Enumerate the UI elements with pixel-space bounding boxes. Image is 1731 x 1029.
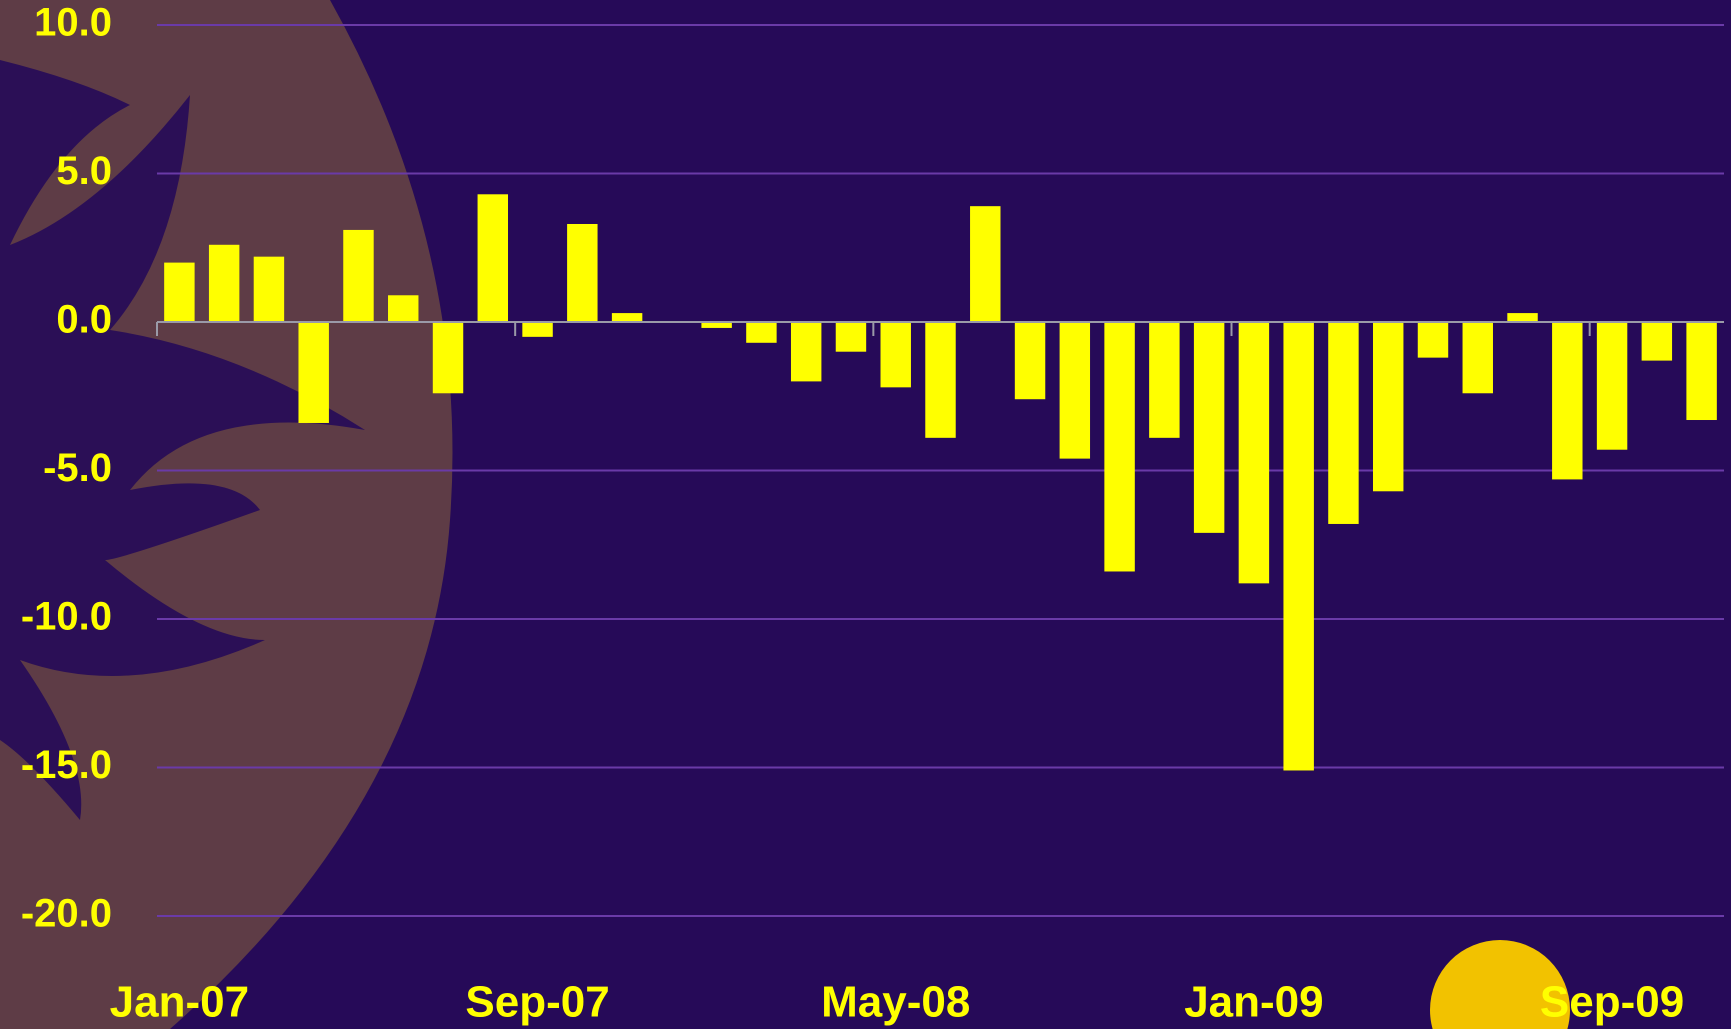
bar	[1641, 322, 1673, 361]
bar	[298, 322, 329, 423]
bar	[925, 322, 956, 438]
bar	[343, 229, 374, 322]
bar	[1328, 322, 1359, 524]
bar	[1596, 322, 1628, 450]
y-tick-label: -10.0	[21, 595, 112, 639]
x-tick-label: Jan-07	[110, 978, 249, 1027]
x-tick-label: May-08	[821, 978, 970, 1027]
bar	[1507, 313, 1538, 322]
bar	[1104, 322, 1135, 572]
y-tick-label: 5.0	[56, 149, 112, 193]
y-tick-label: -20.0	[21, 892, 112, 936]
bar	[1686, 322, 1717, 421]
bar	[1149, 322, 1180, 438]
x-tick-label: Sep-09	[1540, 978, 1684, 1027]
bar	[1462, 322, 1493, 394]
bar	[1059, 322, 1091, 459]
bar	[522, 322, 553, 337]
bar	[1283, 322, 1314, 771]
bar	[1193, 322, 1225, 533]
bar	[1372, 322, 1404, 492]
bar	[835, 322, 867, 352]
bar	[701, 322, 732, 328]
bar	[1014, 322, 1046, 400]
y-tick-label: -15.0	[21, 743, 112, 787]
bar	[611, 313, 643, 322]
bar	[432, 322, 464, 394]
y-tick-label: -5.0	[43, 446, 112, 490]
y-tick-label: 0.0	[56, 298, 112, 342]
bar	[880, 322, 911, 388]
bar	[388, 295, 419, 322]
bar	[1238, 322, 1270, 584]
bar	[253, 256, 285, 322]
x-tick-label: Sep-07	[465, 978, 609, 1027]
logo	[1430, 940, 1570, 1029]
decor-rays	[0, 60, 365, 820]
bar	[477, 194, 509, 322]
x-tick-label: Jan-09	[1184, 978, 1323, 1027]
bar	[746, 322, 777, 343]
bar	[164, 262, 195, 322]
bar	[567, 223, 598, 322]
bar	[1552, 322, 1583, 480]
bar	[1417, 322, 1449, 358]
bar	[970, 206, 1001, 322]
bar	[208, 244, 240, 322]
y-tick-label: 10.0	[34, 1, 112, 45]
bar	[790, 322, 822, 382]
